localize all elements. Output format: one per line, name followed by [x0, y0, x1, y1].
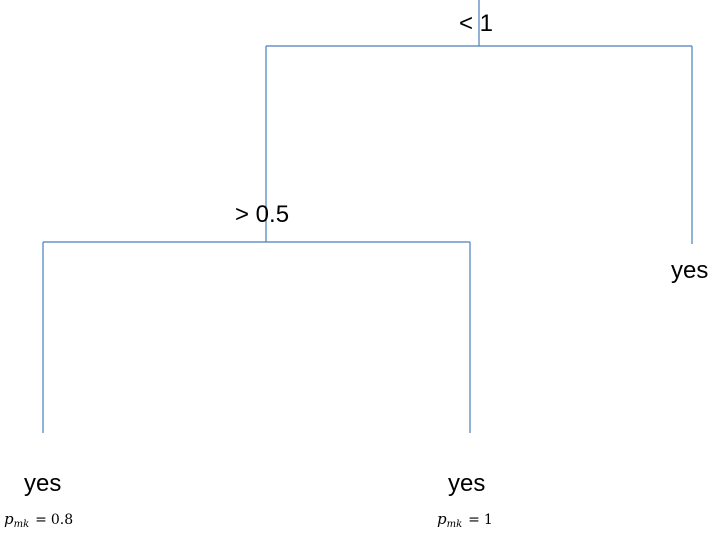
probability-equals: = [35, 512, 47, 528]
probability-subscript: mk [446, 519, 463, 530]
probability-subscript: mk [13, 519, 30, 530]
probability-symbol: p [4, 510, 14, 528]
left-left-leaf-label: yes [24, 470, 62, 497]
probability-value: 1 [483, 512, 493, 528]
probability-value: 0.8 [50, 512, 74, 528]
root-condition-label: < 1 [459, 10, 494, 37]
inner-condition-label: > 0.5 [235, 201, 290, 228]
probability-symbol: p [437, 510, 447, 528]
left-right-leaf-probability: pmk = 1 [437, 510, 493, 530]
left-right-leaf-label: yes [448, 470, 486, 497]
probability-equals: = [468, 512, 480, 528]
left-left-leaf-probability: pmk = 0.8 [4, 510, 74, 530]
right-leaf-label: yes [671, 257, 709, 284]
